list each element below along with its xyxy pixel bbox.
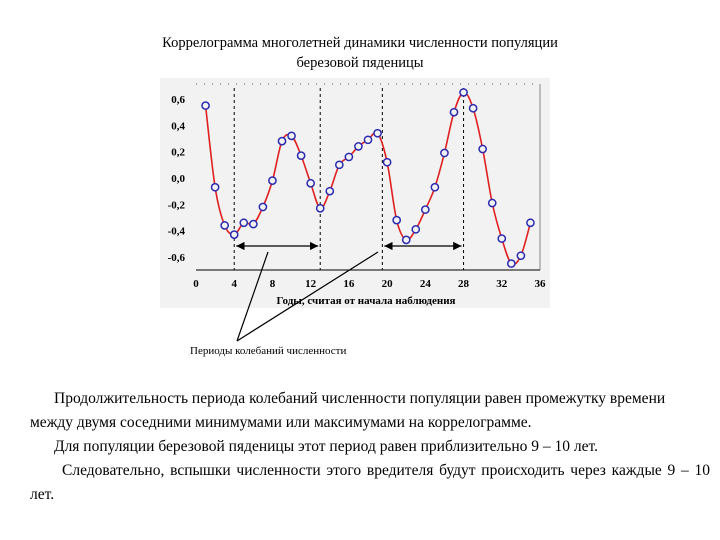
y-tick-label: 0,6 <box>171 94 185 106</box>
data-point <box>239 218 249 228</box>
x-tick-label: 32 <box>496 278 508 290</box>
data-point <box>497 234 507 243</box>
data-point <box>449 107 459 117</box>
x-tick-label: 0 <box>193 278 199 290</box>
data-point <box>325 186 335 196</box>
x-tick-label: 16 <box>343 278 355 290</box>
x-tick-label: 12 <box>305 278 317 290</box>
data-point <box>229 230 239 239</box>
x-tick-label: 4 <box>231 278 237 290</box>
data-point <box>392 215 402 225</box>
data-point <box>459 88 468 97</box>
data-point <box>526 218 535 228</box>
x-tick-label: 24 <box>420 278 432 290</box>
chart-title-line-1: Коррелограмма многолетней динамики числе… <box>162 35 558 51</box>
y-tick-label: -0,4 <box>168 226 186 238</box>
x-tick-label: 28 <box>458 278 470 290</box>
y-tick-label: -0,6 <box>168 252 186 264</box>
data-point <box>373 128 382 138</box>
x-axis-label: Годы, считая от начала наблюдения <box>276 295 455 307</box>
data-point <box>277 136 287 146</box>
plot-area-background <box>160 78 550 308</box>
data-point <box>220 221 230 230</box>
chart-title-line-2: березовой пяденицы <box>296 55 424 71</box>
data-point <box>411 225 421 234</box>
data-point <box>487 198 497 208</box>
data-point <box>344 152 354 162</box>
x-tick-label: 36 <box>535 278 547 290</box>
data-point <box>506 259 516 268</box>
data-point <box>258 202 268 212</box>
y-tick-label: -0,2 <box>168 199 186 211</box>
period-annotation: Периоды колебаний численности <box>190 345 347 357</box>
y-tick-label: 0,0 <box>171 173 185 185</box>
data-point <box>420 205 430 214</box>
data-point <box>363 135 373 145</box>
data-point <box>248 219 258 229</box>
data-point <box>354 142 363 151</box>
data-point <box>287 131 296 141</box>
data-point <box>478 144 488 154</box>
y-tick-label: 0,2 <box>171 147 185 159</box>
data-point <box>201 101 210 110</box>
data-point <box>382 157 392 167</box>
data-point <box>440 148 449 158</box>
x-tick-label: 20 <box>382 278 394 290</box>
y-tick-label: 0,4 <box>171 120 185 132</box>
data-point <box>315 203 325 213</box>
paragraph-period-definition: Продолжительность периода колебаний числ… <box>30 390 666 431</box>
data-point <box>516 251 526 261</box>
data-point <box>334 160 344 170</box>
annotation-pointer-2 <box>236 251 379 342</box>
data-point <box>210 182 220 192</box>
paragraph-period-value: Для популяции березовой пяденицы этот пе… <box>54 438 598 455</box>
data-point <box>468 103 478 113</box>
data-point <box>296 151 306 160</box>
annotation-pointer-1 <box>236 251 269 342</box>
x-tick-label: 8 <box>270 278 276 290</box>
data-point <box>430 182 440 192</box>
data-point <box>401 235 411 245</box>
data-point <box>306 178 316 188</box>
data-point <box>268 176 277 185</box>
paragraph-conclusion: Следовательно, вспышки численности этого… <box>30 462 710 503</box>
